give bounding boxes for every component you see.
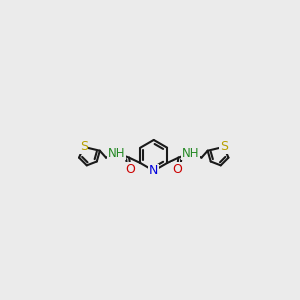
Text: S: S — [220, 140, 228, 153]
Text: NH: NH — [182, 146, 200, 160]
Text: S: S — [80, 140, 88, 153]
Text: O: O — [126, 163, 136, 176]
Text: N: N — [149, 164, 158, 177]
Text: NH: NH — [108, 146, 125, 160]
Text: O: O — [172, 163, 182, 176]
